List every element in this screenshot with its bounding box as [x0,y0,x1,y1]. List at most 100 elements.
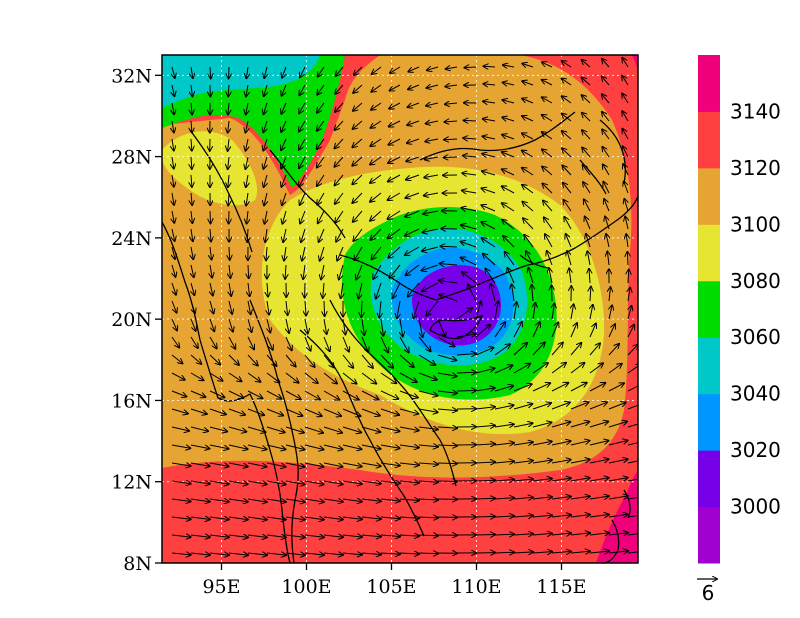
lon-tick-label: 105E [366,576,416,598]
wind-vector [608,403,626,410]
wind-vector [246,138,249,151]
wind-vector [190,354,201,364]
wind-vector [228,84,229,96]
wind-vector [318,210,325,223]
wind-vector [562,131,572,140]
wind-vector [589,363,603,374]
wind-vector [405,210,420,217]
wind-vector [551,363,566,374]
wind-vector [522,64,534,67]
wind-vector [304,354,315,367]
wind-vector [608,441,628,446]
wind-vector [502,203,515,212]
wind-vector [247,462,267,467]
wind-vector [300,192,306,205]
wind-vector [355,246,363,260]
wind-vector [608,383,624,392]
wind-vector [321,264,324,279]
colorbar-label: 3080 [730,269,781,293]
wind-vector [228,426,246,432]
wind-vector [532,460,552,463]
wind-vector [513,384,532,392]
wind-vector [361,426,380,432]
wind-vector [566,234,572,248]
wind-vector [335,84,344,94]
wind-vector [282,192,287,205]
wind-vector [323,336,330,351]
wind-vector [335,192,344,204]
wind-vector [264,66,267,78]
wind-vector [247,372,260,382]
wind-vector [475,407,495,409]
wind-vector [191,120,192,133]
wind-vector [172,156,174,169]
wind-vector [542,184,553,194]
wind-vector [485,269,496,284]
wind-vector [246,66,248,78]
wind-vector [513,516,533,518]
wind-vector [342,444,362,449]
wind-vector [190,535,210,537]
wind-vector [342,462,362,467]
wind-vector [323,282,324,298]
wind-vector [426,300,439,316]
wind-vector [299,102,306,113]
wind-vector [191,156,192,169]
reference-vector-label: 6 [702,581,715,605]
wind-vector [589,343,600,356]
wind-vector [513,322,522,338]
colorbar-label: 3140 [730,99,781,123]
band-se-magenta [596,470,638,563]
wind-vector [418,318,423,337]
wind-vector [248,264,249,278]
wind-vector [247,481,267,484]
wind-vector [388,210,401,219]
wind-vector [589,269,590,284]
wind-vector [589,496,609,499]
colorbar-label: 3120 [730,156,781,180]
wind-vector [405,228,420,236]
wind-vector [627,384,638,392]
wind-vector [418,354,435,365]
wind-vector [171,372,185,380]
wind-vector [562,148,572,158]
wind-vector [361,444,381,449]
wind-vector [335,156,344,167]
wind-vector [464,120,477,121]
wind-vector [456,308,472,320]
wind-vector [390,66,401,73]
wind-vector [570,441,590,446]
wind-vector [502,169,515,176]
wind-vector [399,354,414,367]
colorbar: 3000 3020 3040 3060 3080 3100 3120 3140 [698,55,781,564]
wind-vector [171,408,188,414]
wind-vector [522,116,534,122]
wind-vector [305,318,308,333]
wind-vector [475,498,495,499]
wind-vector [626,234,628,248]
wind-vector [547,251,553,266]
wind-vector [475,462,495,463]
wind-vector [323,372,337,384]
wind-vector [209,354,220,365]
wind-vector [191,264,194,277]
wind-vector [317,84,325,95]
wind-vector [336,228,344,242]
wind-vector [424,175,439,178]
wind-vector [418,481,438,482]
wind-vector [418,372,437,380]
wind-vector [408,102,420,107]
wind-vector [304,408,322,416]
lon-tick-label: 110E [451,576,501,598]
wind-vector [551,441,571,446]
wind-vector [228,174,229,187]
wind-vector [267,300,269,315]
wind-vector [627,325,634,338]
wind-vector [522,133,534,140]
wind-vector [446,67,458,69]
wind-vector [399,463,419,465]
wind-vector [582,113,591,122]
wind-vector [380,481,400,483]
wind-vector [281,138,287,150]
wind-vector [586,234,591,248]
